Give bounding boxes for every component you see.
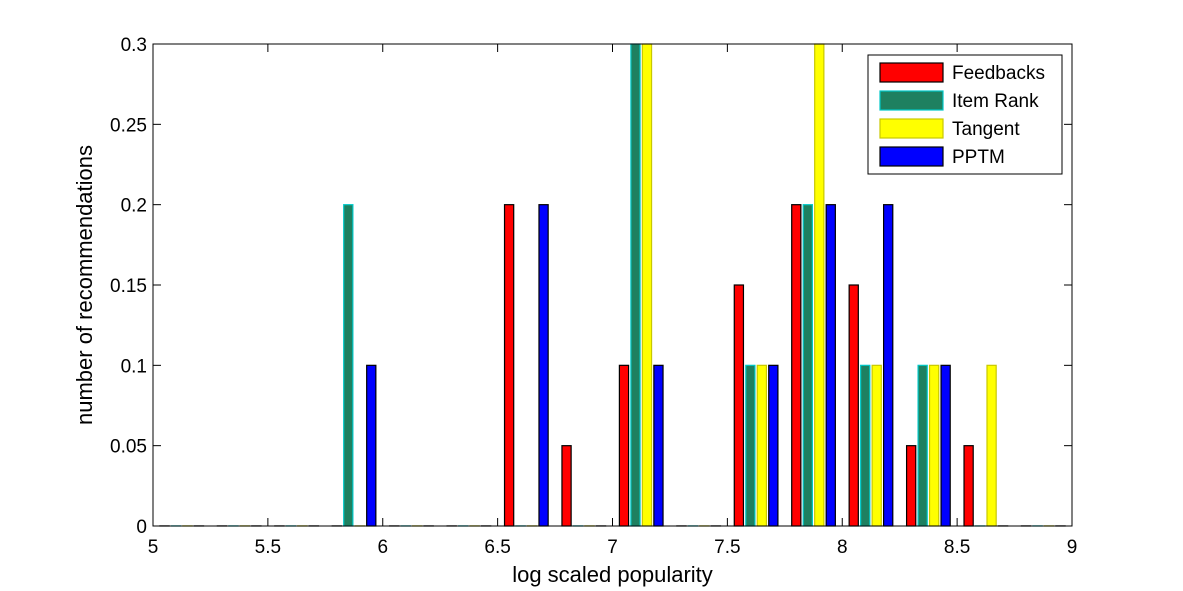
x-axis-ticks: 5 5.5 6 6.5 7 7.5 8 8.5 9	[148, 44, 1078, 558]
bar-feedbacks-7	[561, 445, 572, 527]
x-axis-label: log scaled popularity	[512, 562, 713, 587]
y-tick-label: 0.2	[121, 196, 147, 217]
y-tick-label: 0.3	[121, 35, 147, 56]
bar-tangent-13	[928, 364, 940, 527]
bar-feedbacks-12	[848, 284, 859, 527]
bar-tangent-12	[871, 364, 882, 527]
x-tick-label: 6	[377, 537, 388, 558]
bar-tangent-14	[986, 364, 997, 527]
bar-pptm-6	[538, 204, 549, 527]
bar-item-rank-12	[860, 364, 871, 527]
bar-feedbacks-10	[733, 284, 745, 527]
legend-label-item-rank: Item Rank	[952, 91, 1039, 112]
y-tick-label: 0.05	[110, 437, 147, 458]
legend-swatch-pptm	[879, 146, 944, 167]
bar-tangent-10	[756, 364, 768, 527]
bar-feedbacks-14	[963, 445, 974, 527]
x-tick-label: 5.5	[255, 537, 281, 558]
legend-swatch-feedbacks	[879, 62, 944, 83]
bar-pptm-10	[768, 364, 779, 527]
bar-feedbacks-6	[503, 204, 515, 527]
x-tick-label: 9	[1067, 537, 1078, 558]
x-tick-label: 5	[148, 537, 159, 558]
bar-feedbacks-13	[905, 445, 917, 527]
bar-item-rank-10	[745, 364, 756, 527]
y-axis-ticks: 0 0.05 0.1 0.15 0.2 0.25 0.3	[110, 35, 1072, 538]
legend-swatch-tangent	[879, 118, 944, 139]
bar-pptm-11	[825, 204, 836, 527]
x-tick-label: 6.5	[484, 537, 510, 558]
y-tick-label: 0	[136, 517, 147, 538]
legend-label-pptm: PPTM	[952, 147, 1005, 168]
bar-pptm-12	[882, 204, 894, 527]
bar-pptm-3	[366, 364, 377, 527]
legend: Feedbacks Item Rank Tangent PPTM	[867, 54, 1063, 175]
bar-pptm-8	[653, 364, 664, 527]
legend-swatch-item-rank	[879, 90, 944, 111]
bar-item-rank-3	[343, 204, 354, 527]
y-tick-label: 0.15	[110, 276, 147, 297]
x-tick-label: 7	[607, 537, 618, 558]
y-axis-label: number of recommendations	[72, 145, 97, 425]
bar-item-rank-13	[917, 364, 928, 527]
bar-item-rank-8	[630, 43, 641, 527]
y-tick-label: 0.25	[110, 115, 147, 136]
bar-tangent-8	[641, 43, 653, 527]
x-tick-label: 7.5	[714, 537, 740, 558]
bar-feedbacks-11	[791, 204, 802, 527]
x-tick-label: 8.5	[944, 537, 970, 558]
bars-group	[159, 43, 1066, 527]
y-tick-label: 0.1	[121, 356, 147, 377]
bar-item-rank-11	[802, 204, 813, 527]
legend-label-tangent: Tangent	[952, 119, 1020, 140]
bar-feedbacks-8	[618, 364, 630, 527]
x-tick-label: 8	[837, 537, 848, 558]
legend-label-feedbacks: Feedbacks	[952, 63, 1045, 84]
bar-pptm-13	[940, 364, 951, 527]
bar-tangent-11	[814, 43, 825, 527]
